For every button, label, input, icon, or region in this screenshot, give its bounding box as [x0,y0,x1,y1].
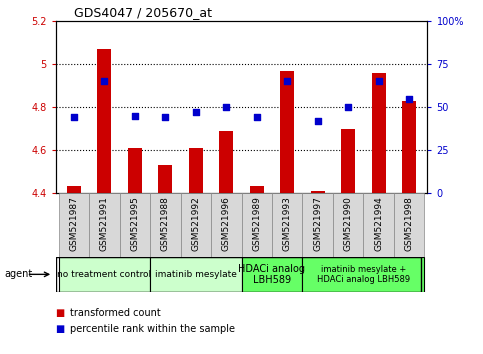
Text: GSM521992: GSM521992 [191,196,200,251]
Bar [302,257,425,292]
Bar [311,191,325,193]
Bar [341,129,355,193]
Bar [363,193,394,257]
Bar [372,73,385,193]
Bar [150,257,242,292]
Bar [181,193,211,257]
Bar [58,193,89,257]
Text: transformed count: transformed count [70,308,161,318]
Point [375,79,383,84]
Bar [242,193,272,257]
Bar [58,257,150,292]
Bar [302,193,333,257]
Text: ■: ■ [56,324,65,334]
Bar [128,148,142,193]
Bar [67,187,81,193]
Bar [250,187,264,193]
Text: HDACi analog
LBH589: HDACi analog LBH589 [239,263,305,285]
Bar [394,193,425,257]
Point [284,79,291,84]
Point [405,96,413,101]
Text: GSM521987: GSM521987 [70,196,78,251]
Point [192,109,199,115]
Point [70,115,78,120]
Text: agent: agent [5,269,33,279]
Bar [120,193,150,257]
Bar [189,148,203,193]
Point [344,104,352,110]
Point [314,118,322,124]
Bar [402,101,416,193]
Bar [98,49,111,193]
Text: GSM521994: GSM521994 [374,196,383,251]
Text: ■: ■ [56,308,65,318]
Text: GSM521995: GSM521995 [130,196,139,251]
Bar [333,193,363,257]
Bar [211,193,242,257]
Text: imatinib mesylate: imatinib mesylate [155,270,237,279]
Bar [150,193,181,257]
Text: GSM521990: GSM521990 [344,196,353,251]
Text: GDS4047 / 205670_at: GDS4047 / 205670_at [74,6,212,19]
Text: GSM521993: GSM521993 [283,196,292,251]
Point [100,79,108,84]
Bar [89,193,120,257]
Bar [272,193,302,257]
Bar [242,257,302,292]
Bar [158,165,172,193]
Text: GSM521989: GSM521989 [252,196,261,251]
Text: GSM521988: GSM521988 [161,196,170,251]
Point [161,115,169,120]
Point [131,113,139,119]
Text: GSM521996: GSM521996 [222,196,231,251]
Text: GSM521997: GSM521997 [313,196,322,251]
Text: percentile rank within the sample: percentile rank within the sample [70,324,235,334]
Text: imatinib mesylate +
HDACi analog LBH589: imatinib mesylate + HDACi analog LBH589 [317,265,410,284]
Bar [280,70,294,193]
Point [222,104,230,110]
Text: GSM521991: GSM521991 [100,196,109,251]
Text: no treatment control: no treatment control [57,270,151,279]
Bar [219,131,233,193]
Point [253,115,261,120]
Text: GSM521998: GSM521998 [405,196,413,251]
